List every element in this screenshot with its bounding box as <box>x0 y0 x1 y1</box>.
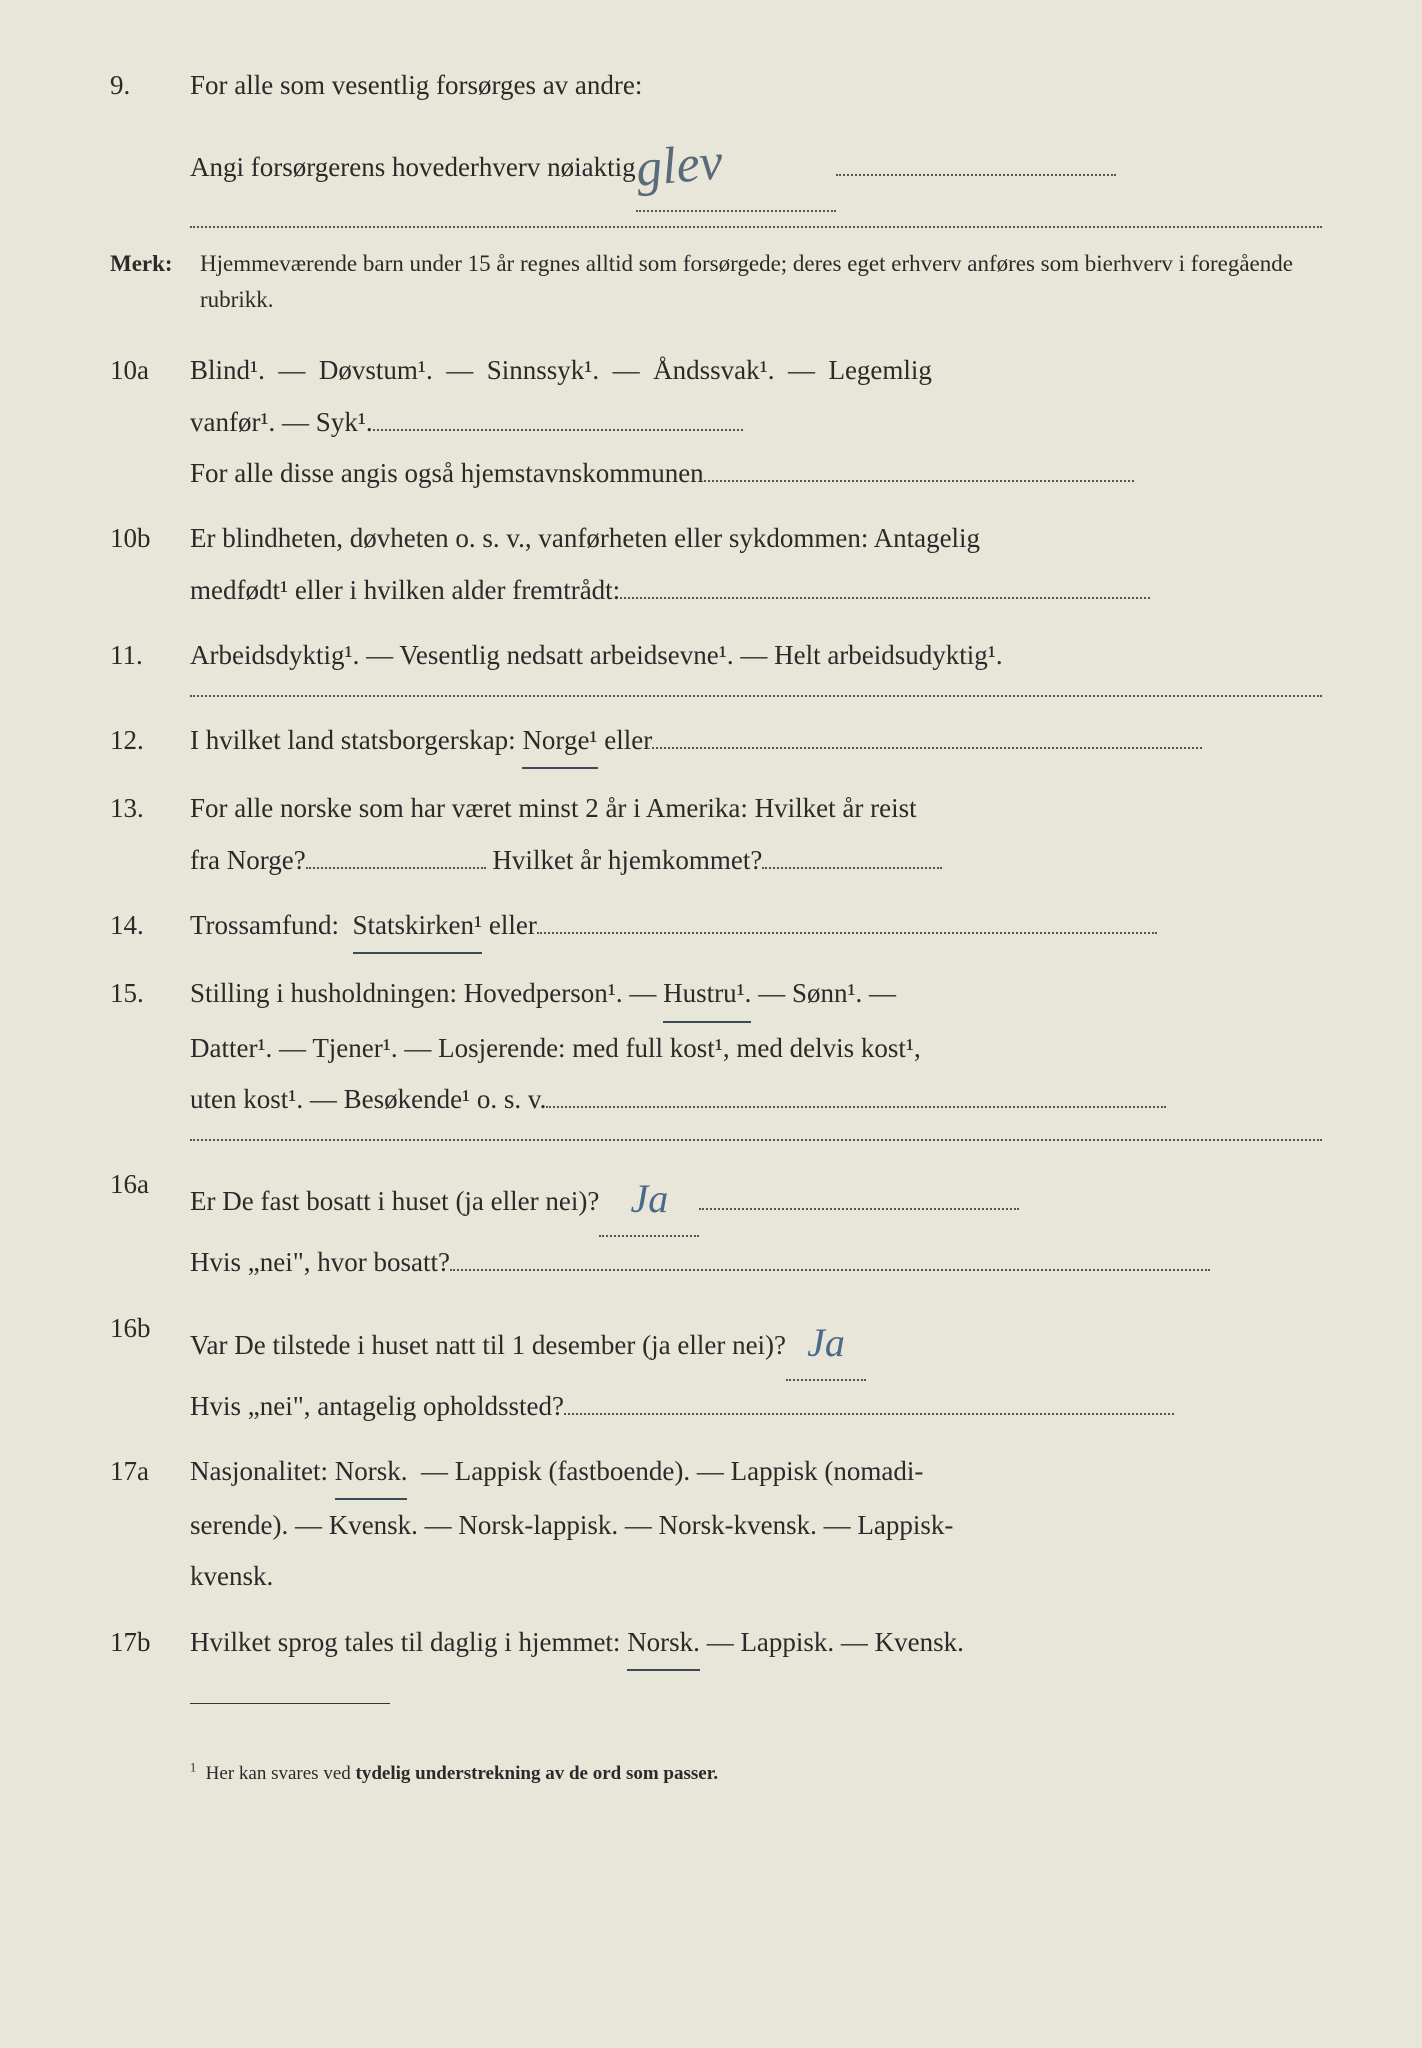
fill-line <box>306 867 486 869</box>
footnote-marker: 1 <box>190 1761 196 1775</box>
q15-line3: uten kost¹. — Besøkende¹ o. s. v. <box>190 1084 546 1114</box>
q16b-number: 16b <box>110 1303 190 1432</box>
question-16b: 16b Var De tilstede i huset natt til 1 d… <box>110 1303 1322 1432</box>
q10a-opt: Blind¹. <box>190 355 265 385</box>
q17a-number: 17a <box>110 1446 190 1603</box>
q9-line1: For alle som vesentlig forsørges av andr… <box>190 60 1322 111</box>
q17b-underlined: Norsk. <box>627 1617 700 1671</box>
merk-text: Hjemmeværende barn under 15 år regnes al… <box>200 246 1322 317</box>
divider <box>190 1139 1322 1141</box>
q10a-opt: Sinnssyk¹. <box>487 355 599 385</box>
question-13: 13. For alle norske som har været minst … <box>110 783 1322 886</box>
q17a-line2: serende). — Kvensk. — Norsk-lappisk. — N… <box>190 1500 1322 1551</box>
question-11: 11. Arbeidsdyktig¹. — Vesentlig nedsatt … <box>110 630 1322 681</box>
fill-line <box>699 1208 1019 1210</box>
q10a-number: 10a <box>110 345 190 499</box>
q17a-underlined: Norsk. <box>335 1446 408 1500</box>
fill-line <box>546 1106 1166 1108</box>
merk-note: Merk: Hjemmeværende barn under 15 år reg… <box>110 246 1322 317</box>
fill-line <box>652 747 1202 749</box>
question-10a: 10a Blind¹. — Døvstum¹. — Sinnssyk¹. — Å… <box>110 345 1322 499</box>
q10a-line3: For alle disse angis også hjemstavnskomm… <box>190 458 704 488</box>
q13-number: 13. <box>110 783 190 886</box>
fill-line <box>450 1269 1210 1271</box>
q10a-line2: vanfør¹. — Syk¹. <box>190 407 373 437</box>
question-10b: 10b Er blindheten, døvheten o. s. v., va… <box>110 513 1322 616</box>
q10a-opt: Åndssvak¹. <box>653 355 774 385</box>
fill-line <box>564 1413 1174 1415</box>
fill-line <box>373 429 743 431</box>
q12-underlined: Norge¹ <box>522 715 597 769</box>
q11-text: Arbeidsdyktig¹. — Vesentlig nedsatt arbe… <box>190 630 1322 681</box>
q17b-pre: Hvilket sprog tales til daglig i hjemmet… <box>190 1627 620 1657</box>
q9-handwritten: glev <box>632 114 727 220</box>
divider <box>190 226 1322 228</box>
q10b-line1: Er blindheten, døvheten o. s. v., vanfør… <box>190 513 1322 564</box>
q14-number: 14. <box>110 900 190 954</box>
q9-fill-line-2 <box>836 174 1116 176</box>
q16a-number: 16a <box>110 1159 190 1288</box>
q16b-line2: Hvis „nei", antagelig opholdssted? <box>190 1391 564 1421</box>
q14-underlined: Statskirken¹ <box>353 900 483 954</box>
q15-underlined: Hustru¹. <box>663 968 751 1022</box>
question-15: 15. Stilling i husholdningen: Hovedperso… <box>110 968 1322 1125</box>
q15-line1-post: — Sønn¹. — <box>758 978 896 1008</box>
fill-line <box>704 480 1134 482</box>
question-17a: 17a Nasjonalitet: Norsk. — Lappisk (fast… <box>110 1446 1322 1603</box>
q15-line1-pre: Stilling i husholdningen: Hovedperson¹. … <box>190 978 656 1008</box>
q16b-answer: Ja <box>807 1320 845 1365</box>
q17b-number: 17b <box>110 1617 190 1671</box>
question-17b: 17b Hvilket sprog tales til daglig i hje… <box>110 1617 1322 1671</box>
q17b-post: — Lappisk. — Kvensk. <box>707 1627 964 1657</box>
q12-number: 12. <box>110 715 190 769</box>
footnote-bold: tydelig understrekning av de ord som pas… <box>356 1763 719 1784</box>
q11-number: 11. <box>110 630 190 681</box>
q12-post: eller <box>604 725 652 755</box>
q15-line2: Datter¹. — Tjener¹. — Losjerende: med fu… <box>190 1023 1322 1074</box>
q10a-opt: Legemlig <box>828 355 931 385</box>
divider <box>190 695 1322 697</box>
q10b-line2: medfødt¹ eller i hvilken alder fremtrådt… <box>190 575 620 605</box>
q17a-post1: — Lappisk (fastboende). — Lappisk (nomad… <box>421 1456 923 1486</box>
q10b-number: 10b <box>110 513 190 616</box>
q14-pre: Trossamfund: <box>190 910 339 940</box>
q16a-answer: Ja <box>630 1176 668 1221</box>
q9-number: 9. <box>110 60 190 212</box>
merk-label: Merk: <box>110 246 200 317</box>
q17a-line3: kvensk. <box>190 1551 1322 1602</box>
q14-post: eller <box>489 910 537 940</box>
footnote-text: Her kan svares ved <box>206 1763 356 1784</box>
footnote: 1 Her kan svares ved tydelig understrekn… <box>190 1744 1322 1792</box>
q9-line2-text: Angi forsørgerens hovederhverv nøiaktig <box>190 152 636 182</box>
q13-line2a: fra Norge? <box>190 845 306 875</box>
q9-fill-line: glev <box>636 111 836 212</box>
q17a-pre: Nasjonalitet: <box>190 1456 328 1486</box>
footnote-rule <box>190 1703 390 1704</box>
question-14: 14. Trossamfund: Statskirken¹ eller <box>110 900 1322 954</box>
fill-line <box>762 867 942 869</box>
fill-line <box>620 597 1150 599</box>
question-9: 9. For alle som vesentlig forsørges av a… <box>110 60 1322 212</box>
q13-line2b: Hvilket år hjemkommet? <box>492 845 762 875</box>
question-12: 12. I hvilket land statsborgerskap: Norg… <box>110 715 1322 769</box>
q16a-line1: Er De fast bosatt i huset (ja eller nei)… <box>190 1186 599 1216</box>
q16b-answer-line: Ja <box>786 1303 866 1381</box>
q10a-opt: Døvstum¹. <box>319 355 433 385</box>
q15-number: 15. <box>110 968 190 1125</box>
q12-pre: I hvilket land statsborgerskap: <box>190 725 516 755</box>
fill-line <box>537 932 1157 934</box>
q16a-line2: Hvis „nei", hvor bosatt? <box>190 1247 450 1277</box>
q16a-answer-line: Ja <box>599 1159 699 1237</box>
q13-line1: For alle norske som har været minst 2 år… <box>190 783 1322 834</box>
question-16a: 16a Er De fast bosatt i huset (ja eller … <box>110 1159 1322 1288</box>
q16b-line1: Var De tilstede i huset natt til 1 desem… <box>190 1330 786 1360</box>
